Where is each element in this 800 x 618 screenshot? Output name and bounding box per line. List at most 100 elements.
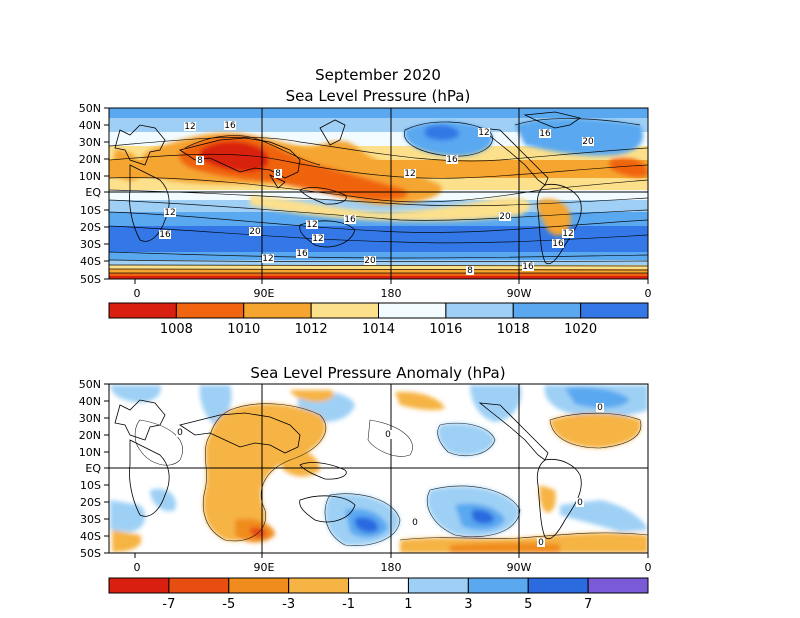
lat-tick-label: EQ (85, 186, 101, 199)
colorbar-swatch (445, 302, 514, 319)
map1-title-line1: September 2020 (315, 66, 441, 84)
lat-tick-label: 20S (80, 221, 101, 234)
map2-contour-labels: 0 0 0 0 0 0 (176, 403, 604, 548)
colorbar-swatch (108, 302, 177, 319)
lon-tick-label: 0 (645, 561, 652, 574)
lat-tick-label: 50N (79, 378, 101, 391)
lat-tick-label: 40S (80, 255, 101, 268)
map1-contour-label: 12 (312, 234, 323, 244)
colorbar-swatch (378, 302, 447, 319)
slp-anomaly-field (109, 384, 648, 553)
map1-contour-label: 16 (159, 230, 171, 240)
map2-contour-label: 0 (597, 403, 603, 413)
map1-frame (108, 107, 649, 280)
lon-tick-label: 180 (381, 561, 402, 574)
map1-contour-label: 8 (467, 266, 473, 276)
map1-contour-label: 16 (224, 121, 236, 131)
lon-tick-label: 90W (507, 287, 532, 300)
map1-contour-label: 16 (446, 155, 458, 165)
lon-tick-label: 0 (134, 561, 141, 574)
colorbar-label: 1020 (564, 322, 597, 337)
map1-contour-label: 12 (562, 229, 573, 239)
map1-contour-label: 8 (197, 156, 203, 166)
coastlines (114, 111, 582, 265)
colorbar-swatch (512, 302, 582, 319)
colorbar-swatch (108, 577, 170, 594)
colorbar-swatch (580, 302, 649, 319)
map1-contour-label: 16 (552, 239, 564, 249)
colorbar-label: 1018 (497, 322, 530, 337)
lon-tick-label: 90W (507, 561, 532, 574)
map2-lon-axis: 0 90E 180 90W 0 (134, 561, 652, 574)
map1-contour-label: 12 (184, 122, 195, 132)
map1-contour-label: 16 (522, 262, 534, 272)
colorbar-label: 3 (464, 597, 472, 612)
map1-contour-label: 20 (499, 212, 511, 222)
slp-map-panel: September 2020 Sea Level Pressure (hPa) (79, 66, 652, 337)
map1-contour-label: 20 (249, 227, 261, 237)
map1-contour-label: 20 (582, 137, 594, 147)
map2-contour-label: 0 (538, 538, 544, 548)
slp-field (109, 108, 648, 279)
map1-contour-label: 12 (164, 208, 175, 218)
map1-lat-axis: 50N 40N 30N 20N 10N EQ 10S 20S 30S 40S 5… (79, 102, 102, 286)
lon-tick-label: 0 (645, 287, 652, 300)
map1-colorbar: 1008 1010 1012 1014 1016 1018 1020 (108, 302, 649, 337)
lat-tick-label: 30S (80, 513, 101, 526)
map1-contour-label: 16 (539, 129, 551, 139)
lat-tick-label: 10N (79, 170, 101, 183)
map1-contour-label: 16 (296, 249, 308, 259)
lon-tick-label: 90E (254, 561, 275, 574)
colorbar-swatch (467, 577, 529, 594)
colorbar-swatch (243, 302, 312, 319)
map2-colorbar: -7 -5 -3 -1 1 3 5 7 (108, 577, 649, 612)
lat-tick-label: 20S (80, 496, 101, 509)
lat-tick-label: 30S (80, 238, 101, 251)
colorbar-label: -3 (282, 597, 295, 612)
lat-tick-label: 30N (79, 136, 101, 149)
colorbar-label: -1 (342, 597, 355, 612)
map1-title-line2: Sea Level Pressure (hPa) (286, 87, 471, 105)
lat-tick-label: 50N (79, 102, 101, 115)
map2-title: Sea Level Pressure Anomaly (hPa) (250, 364, 505, 382)
lon-tick-label: 180 (381, 287, 402, 300)
map1-contour-label: 12 (306, 220, 317, 230)
lat-tick-label: EQ (85, 462, 101, 475)
lon-tick-label: 0 (134, 287, 141, 300)
colorbar-swatch (527, 577, 589, 594)
map1-contour-label: 16 (344, 215, 356, 225)
coastlines (114, 399, 582, 540)
colorbar-swatch (168, 577, 230, 594)
map1-contour-label: 12 (404, 169, 415, 179)
lat-tick-label: 40N (79, 395, 101, 408)
lat-tick-label: 10N (79, 446, 101, 459)
lat-tick-label: 40N (79, 119, 101, 132)
colorbar-swatch (228, 577, 290, 594)
lon-tick-label: 90E (254, 287, 275, 300)
map1-lon-axis: 0 90E 180 90W 0 (134, 287, 652, 300)
map2-contour-label: 0 (177, 428, 183, 438)
colorbar-label: 5 (524, 597, 532, 612)
colorbar-label: 1 (404, 597, 412, 612)
colorbar-label: 1016 (429, 322, 462, 337)
lat-tick-label: 50S (80, 547, 101, 560)
colorbar-label: 1012 (295, 322, 328, 337)
slp-anomaly-map-panel: Sea Level Pressure Anomaly (hPa) (79, 364, 652, 612)
lat-tick-label: 30N (79, 412, 101, 425)
lat-tick-label: 50S (80, 273, 101, 286)
colorbar-label: 1010 (227, 322, 260, 337)
map1-contour-labels: 12 16 8 8 12 16 12 20 12 12 16 20 16 12 … (159, 121, 594, 276)
map2-contour-label: 0 (577, 498, 583, 508)
map1-contour-label: 20 (364, 256, 376, 266)
map2-contour-label: 0 (385, 430, 391, 440)
colorbar-swatch (348, 577, 409, 594)
map1-contour-label: 8 (275, 169, 281, 179)
lat-tick-label: 10S (80, 479, 101, 492)
map1-contour-label: 12 (478, 128, 489, 138)
map2-lat-axis: 50N 40N 30N 20N 10N EQ 10S 20S 30S 40S 5… (79, 378, 102, 560)
lat-tick-label: 20N (79, 429, 101, 442)
lat-tick-label: 20N (79, 153, 101, 166)
colorbar-swatch (587, 577, 649, 594)
colorbar-label: 1014 (362, 322, 395, 337)
